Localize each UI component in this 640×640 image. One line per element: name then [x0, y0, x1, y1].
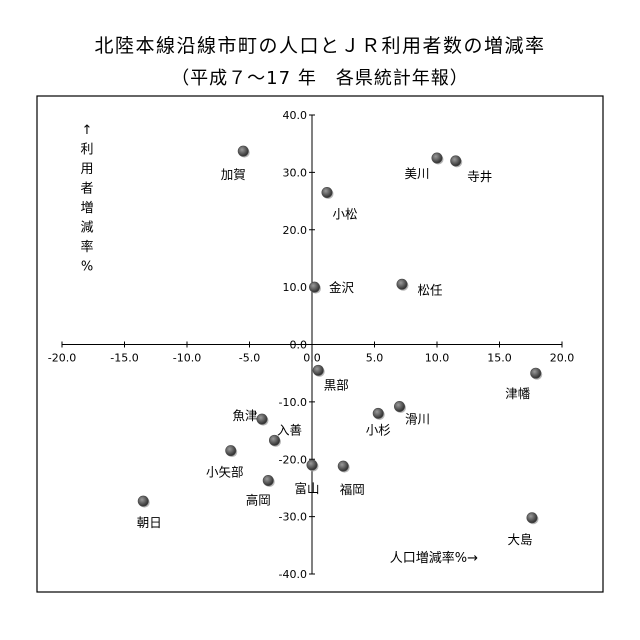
point-label: 富山 [294, 481, 319, 496]
x-tick-label: -15.0 [110, 352, 138, 365]
y-tick-label: 0.0 [290, 339, 308, 352]
data-point [372, 407, 384, 419]
x-tick-label: 5.0 [366, 352, 384, 365]
data-point [262, 474, 274, 486]
data-point [268, 434, 280, 446]
point-label: 高岡 [246, 492, 271, 507]
point-label: 黒部 [324, 377, 349, 392]
point-label: 魚津 [232, 408, 257, 423]
data-point [256, 413, 268, 425]
data-point [308, 281, 320, 293]
x-tick-label: -20.0 [48, 352, 76, 365]
x-tick-label: 0.0 [303, 352, 321, 365]
y-tick-label: -10.0 [279, 396, 307, 409]
y-tick-label: 30.0 [283, 166, 308, 179]
y-axis-label-char: 者 [80, 182, 93, 197]
data-point [393, 400, 405, 412]
data-point [312, 364, 324, 376]
y-axis-label-char: 減 [80, 220, 93, 236]
point-label: 大島 [507, 532, 532, 547]
y-axis-label-char: 用 [80, 162, 93, 177]
point-label: 金沢 [329, 280, 355, 295]
x-tick-label: 20.0 [550, 352, 575, 365]
y-axis-label-char: 利 [80, 143, 93, 158]
x-tick-label: -10.0 [173, 352, 201, 365]
y-tick-label: -30.0 [279, 511, 307, 524]
x-axis-label: 人口増減率%→ [390, 550, 478, 566]
data-point [137, 495, 149, 507]
point-label: 津幡 [505, 386, 531, 401]
data-point [225, 445, 237, 457]
y-axis-label-char: % [81, 260, 93, 275]
data-point [337, 460, 349, 472]
y-axis-label-char: ↑ [82, 123, 93, 138]
point-label: 滑川 [405, 411, 430, 426]
y-tick-label: -20.0 [279, 453, 307, 466]
point-label: 松任 [417, 282, 442, 297]
data-point [237, 145, 249, 157]
point-label: 小松 [332, 206, 357, 221]
point-label: 寺井 [467, 169, 492, 184]
point-label: 加賀 [221, 167, 246, 182]
data-point [396, 278, 408, 290]
y-tick-label: 20.0 [283, 224, 308, 237]
y-tick-label: 40.0 [283, 109, 308, 122]
point-label: 福岡 [340, 482, 365, 497]
x-tick-labels: -20.0 -15.0 -10.0 -5.0 0.0 5.0 10.0 15.0 20.0 [48, 341, 575, 365]
chart-title: 北陸本線沿線市町の人口とＪＲ利用者数の増減率 [94, 35, 545, 57]
point-label: 入善 [277, 422, 302, 437]
point-label: 小杉 [366, 422, 391, 437]
data-point [306, 459, 318, 471]
y-axis-label-char: 率 [80, 239, 93, 255]
point-label: 小矢部 [206, 465, 244, 480]
data-point [321, 186, 333, 198]
chart-subtitle: （平成７～17 年 各県統計年報） [171, 68, 469, 89]
data-point [431, 152, 443, 164]
point-label: 美川 [404, 166, 429, 181]
y-tick-label: 10.0 [283, 281, 308, 294]
point-label: 朝日 [137, 515, 162, 530]
data-point [450, 155, 462, 167]
x-tick-label: -5.0 [239, 352, 260, 365]
y-tick-label: -40.0 [279, 568, 307, 581]
y-axis-label-char: 増 [80, 201, 93, 216]
data-point [526, 512, 538, 524]
x-tick-label: 15.0 [487, 352, 512, 365]
data-point [530, 367, 542, 379]
y-tick-labels: 40.0 30.0 20.0 10.0 0.0 -10.0 -20.0 -30.0 -40.0 [279, 109, 315, 581]
x-tick-label: 10.0 [425, 352, 450, 365]
